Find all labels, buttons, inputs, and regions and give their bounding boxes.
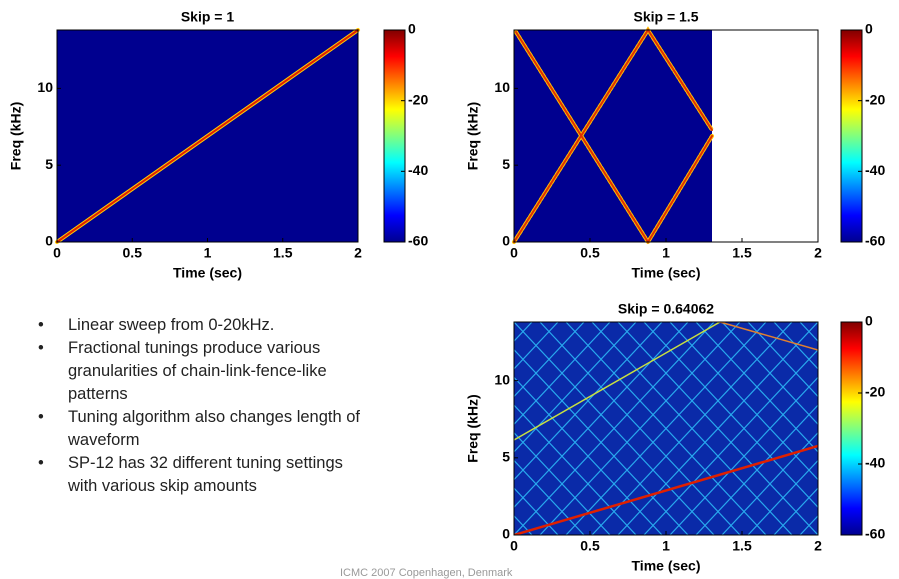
mesh-line	[878, 322, 899, 535]
chart-title: Skip = 1.5	[634, 9, 699, 25]
mesh-line	[695, 322, 818, 453]
colorbar-tick-label: -20	[865, 91, 885, 107]
x-tick-label: 0.5	[580, 245, 600, 261]
x-tick-label: 0.5	[123, 245, 143, 261]
mesh-main	[514, 322, 818, 535]
bullet: • Fractional tunings produce various gran…	[38, 337, 368, 406]
mesh-line	[514, 487, 559, 535]
x-tick-label: 1.5	[732, 245, 752, 261]
bullet-dot: •	[38, 454, 44, 472]
y-axis-label: Freq (kHz)	[8, 102, 24, 170]
mesh-line	[514, 459, 585, 535]
colorbar-tick-label: -40	[865, 455, 885, 471]
mesh-line	[773, 487, 818, 535]
sweep	[719, 322, 818, 351]
y-tick-label: 5	[45, 156, 53, 172]
mesh-line	[514, 431, 611, 535]
colorbar-tick-label: -40	[408, 162, 428, 178]
bullet-text: Tuning algorithm also changes length of …	[68, 408, 360, 449]
x-tick-label: 1	[662, 245, 670, 261]
colorbar-tick-label: -40	[865, 162, 885, 178]
x-axis-label: Time (sec)	[173, 265, 242, 281]
mesh	[514, 322, 899, 535]
mesh-line	[878, 322, 899, 535]
sweep	[514, 322, 721, 441]
x-tick-label: 0	[510, 538, 518, 554]
colorbar-tick-label: 0	[865, 21, 873, 37]
x-axis-label: Time (sec)	[632, 265, 701, 281]
mesh-line	[514, 322, 611, 426]
x-tick-label: 2	[814, 245, 822, 261]
chart-title: Skip = 0.64062	[618, 301, 714, 317]
y-axis-label: Freq (kHz)	[465, 394, 481, 462]
mesh-line	[514, 322, 585, 398]
mesh-line	[514, 322, 559, 370]
y-tick-label: 5	[502, 449, 510, 465]
mesh-line	[617, 322, 818, 535]
x-tick-label: 0.5	[580, 538, 600, 554]
x-tick-label: 1.5	[732, 538, 752, 554]
colorbar	[840, 29, 863, 243]
sweep	[514, 444, 818, 535]
plot-bg	[514, 30, 712, 242]
y-axis-label: Freq (kHz)	[465, 102, 481, 170]
mesh-line	[591, 322, 793, 535]
colorbar	[383, 29, 406, 243]
mesh-line	[539, 322, 741, 535]
mesh-line	[565, 322, 767, 535]
x-tick-label: 1.5	[273, 245, 293, 261]
mesh-line	[721, 322, 818, 426]
mesh-line	[514, 376, 663, 535]
x-tick-label: 2	[814, 538, 822, 554]
x-axis-label: Time (sec)	[632, 558, 701, 574]
colorbar-tick-label: -60	[408, 233, 428, 249]
bullet: • Linear sweep from 0-20kHz.	[38, 314, 368, 337]
colorbar-tick-label: 0	[408, 21, 416, 37]
y-tick-label: 0	[502, 233, 510, 249]
y-tick-label: 10	[494, 79, 510, 95]
x-tick-label: 0	[510, 245, 518, 261]
bullet-text: Linear sweep from 0-20kHz.	[68, 316, 275, 334]
colorbar-tick-label: -20	[408, 91, 428, 107]
mesh-line	[643, 322, 818, 509]
mesh-line	[514, 322, 715, 535]
mesh-line	[721, 431, 818, 535]
mesh-line	[514, 404, 637, 535]
bullet-dot: •	[38, 339, 44, 357]
bullet-text: SP-12 has 32 different tuning settings w…	[68, 454, 343, 495]
chart-title: Skip = 1	[181, 9, 235, 25]
colorbar-tick-label: -60	[865, 526, 885, 542]
y-tick-label: 0	[502, 526, 510, 542]
sweep	[56, 29, 359, 243]
colorbar	[840, 321, 863, 536]
mesh-line	[669, 322, 818, 481]
colorbar-tick-label: -60	[865, 233, 885, 249]
mesh-line	[773, 322, 818, 370]
y-tick-label: 10	[37, 79, 53, 95]
bullet: • Tuning algorithm also changes length of…	[38, 406, 368, 452]
mesh-line	[514, 348, 689, 535]
footer: ICMC 2007 Copenhagen, Denmark	[340, 567, 513, 579]
x-tick-label: 2	[354, 245, 362, 261]
bullet-dot: •	[38, 408, 44, 426]
mesh-line	[747, 459, 818, 535]
mesh-line	[747, 322, 818, 398]
y-tick-label: 0	[45, 233, 53, 249]
x-tick-label: 1	[204, 245, 212, 261]
colorbar-tick-label: 0	[865, 313, 873, 329]
y-tick-label: 5	[502, 156, 510, 172]
x-tick-label: 1	[662, 538, 670, 554]
x-tick-label: 0	[53, 245, 61, 261]
bullet-text: Fractional tunings produce various granu…	[68, 339, 327, 403]
colorbar-tick-label: -20	[865, 384, 885, 400]
y-tick-label: 10	[494, 371, 510, 387]
bullet: • SP-12 has 32 different tuning settings …	[38, 452, 368, 498]
bullet-dot: •	[38, 316, 44, 334]
